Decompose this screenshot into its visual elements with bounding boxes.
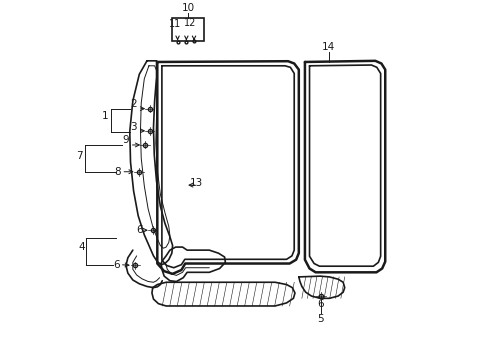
Text: 7: 7 <box>76 152 83 161</box>
Text: 6: 6 <box>136 225 143 235</box>
Text: 12: 12 <box>183 18 196 28</box>
Text: 1: 1 <box>102 111 108 121</box>
Text: 10: 10 <box>181 4 194 13</box>
Text: 11: 11 <box>168 19 181 29</box>
Text: 9: 9 <box>122 135 128 145</box>
Text: 3: 3 <box>129 122 136 132</box>
Text: 14: 14 <box>322 42 335 52</box>
Text: 6: 6 <box>317 299 324 309</box>
Text: 5: 5 <box>317 314 324 324</box>
Text: 8: 8 <box>114 167 121 177</box>
Bar <box>171 18 204 41</box>
Text: 6: 6 <box>114 260 120 270</box>
Text: 13: 13 <box>190 178 203 188</box>
Text: 2: 2 <box>129 99 136 109</box>
Text: 4: 4 <box>78 242 84 252</box>
